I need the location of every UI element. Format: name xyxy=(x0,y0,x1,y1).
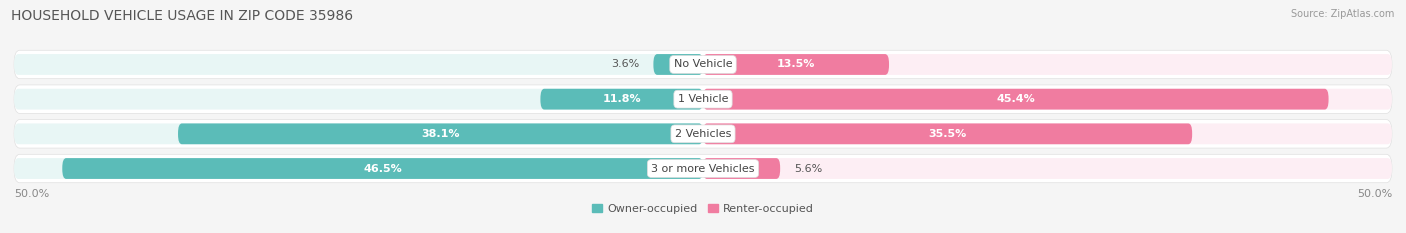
FancyBboxPatch shape xyxy=(14,89,703,110)
Text: 50.0%: 50.0% xyxy=(1357,189,1392,199)
Text: 2 Vehicles: 2 Vehicles xyxy=(675,129,731,139)
Text: 38.1%: 38.1% xyxy=(422,129,460,139)
Text: 46.5%: 46.5% xyxy=(363,164,402,174)
FancyBboxPatch shape xyxy=(14,154,1392,183)
FancyBboxPatch shape xyxy=(14,50,1392,79)
FancyBboxPatch shape xyxy=(179,123,703,144)
FancyBboxPatch shape xyxy=(540,89,703,110)
FancyBboxPatch shape xyxy=(62,158,703,179)
FancyBboxPatch shape xyxy=(14,54,703,75)
FancyBboxPatch shape xyxy=(14,158,703,179)
FancyBboxPatch shape xyxy=(703,158,780,179)
FancyBboxPatch shape xyxy=(703,123,1392,144)
FancyBboxPatch shape xyxy=(703,158,1392,179)
Text: 35.5%: 35.5% xyxy=(928,129,967,139)
Legend: Owner-occupied, Renter-occupied: Owner-occupied, Renter-occupied xyxy=(588,199,818,218)
FancyBboxPatch shape xyxy=(703,54,1392,75)
Text: 5.6%: 5.6% xyxy=(794,164,823,174)
FancyBboxPatch shape xyxy=(703,123,1192,144)
FancyBboxPatch shape xyxy=(14,123,703,144)
Text: 45.4%: 45.4% xyxy=(997,94,1035,104)
Text: 3 or more Vehicles: 3 or more Vehicles xyxy=(651,164,755,174)
FancyBboxPatch shape xyxy=(703,89,1329,110)
Text: 3.6%: 3.6% xyxy=(612,59,640,69)
FancyBboxPatch shape xyxy=(703,89,1392,110)
Text: 1 Vehicle: 1 Vehicle xyxy=(678,94,728,104)
Text: HOUSEHOLD VEHICLE USAGE IN ZIP CODE 35986: HOUSEHOLD VEHICLE USAGE IN ZIP CODE 3598… xyxy=(11,9,353,23)
FancyBboxPatch shape xyxy=(14,85,1392,113)
FancyBboxPatch shape xyxy=(14,120,1392,148)
Text: 50.0%: 50.0% xyxy=(14,189,49,199)
Text: Source: ZipAtlas.com: Source: ZipAtlas.com xyxy=(1291,9,1395,19)
FancyBboxPatch shape xyxy=(654,54,703,75)
Text: No Vehicle: No Vehicle xyxy=(673,59,733,69)
Text: 13.5%: 13.5% xyxy=(778,59,815,69)
FancyBboxPatch shape xyxy=(703,54,889,75)
Text: 11.8%: 11.8% xyxy=(602,94,641,104)
